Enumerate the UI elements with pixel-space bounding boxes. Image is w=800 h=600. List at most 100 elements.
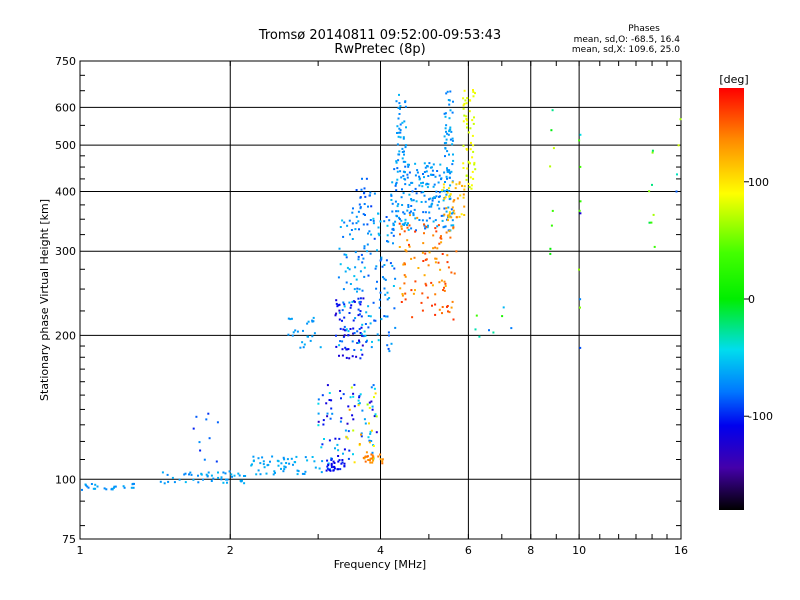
data-point bbox=[437, 261, 440, 264]
data-point bbox=[263, 466, 266, 469]
data-point bbox=[311, 335, 314, 338]
data-point bbox=[375, 265, 378, 268]
data-point bbox=[424, 282, 427, 285]
data-point bbox=[430, 166, 433, 169]
data-point bbox=[442, 183, 445, 186]
data-point bbox=[352, 429, 355, 432]
data-point bbox=[444, 190, 446, 193]
data-point bbox=[342, 452, 344, 455]
data-point bbox=[366, 243, 369, 246]
data-point bbox=[407, 165, 410, 168]
data-point bbox=[329, 417, 332, 420]
data-point bbox=[224, 472, 227, 475]
data-point bbox=[402, 160, 405, 163]
data-point bbox=[339, 340, 342, 343]
data-point bbox=[418, 184, 421, 187]
data-point bbox=[549, 165, 552, 168]
data-point bbox=[372, 301, 375, 304]
data-point bbox=[410, 205, 413, 207]
data-point bbox=[122, 485, 125, 488]
data-point bbox=[452, 318, 455, 321]
data-point bbox=[425, 225, 428, 228]
data-point bbox=[402, 174, 405, 177]
data-point bbox=[397, 107, 400, 109]
data-point bbox=[369, 430, 372, 433]
data-point bbox=[403, 224, 406, 226]
data-point bbox=[338, 309, 341, 312]
data-point bbox=[357, 297, 360, 300]
data-point bbox=[403, 230, 406, 233]
data-point bbox=[355, 278, 358, 281]
data-point bbox=[370, 457, 373, 460]
data-point bbox=[349, 328, 352, 330]
data-point bbox=[418, 178, 421, 181]
data-point bbox=[130, 486, 133, 489]
data-point bbox=[438, 207, 441, 210]
data-point bbox=[393, 307, 396, 310]
data-point bbox=[422, 260, 425, 262]
x-tick-label: 6 bbox=[465, 544, 472, 557]
data-point bbox=[422, 242, 425, 245]
data-point bbox=[381, 460, 384, 463]
data-point bbox=[367, 459, 370, 461]
data-point bbox=[358, 444, 361, 447]
data-point bbox=[409, 214, 411, 217]
data-point bbox=[407, 222, 409, 225]
data-point bbox=[398, 218, 401, 221]
data-point bbox=[326, 465, 329, 468]
data-point bbox=[404, 249, 407, 252]
data-point bbox=[171, 476, 174, 479]
data-point bbox=[363, 330, 366, 333]
data-point bbox=[342, 301, 345, 304]
data-point bbox=[447, 133, 450, 136]
data-point bbox=[372, 219, 375, 222]
y-tick-label: 750 bbox=[55, 55, 76, 68]
data-point bbox=[390, 199, 393, 201]
data-point bbox=[366, 250, 369, 253]
data-point bbox=[391, 210, 394, 213]
data-point bbox=[367, 232, 369, 235]
data-point bbox=[200, 473, 203, 476]
legend-x-stats: mean, sd,X: 109.6, 25.0 bbox=[572, 45, 680, 55]
data-point bbox=[364, 195, 367, 198]
data-point bbox=[113, 486, 115, 489]
data-point bbox=[357, 255, 360, 258]
data-point bbox=[358, 328, 361, 330]
data-point bbox=[448, 195, 451, 198]
data-point bbox=[328, 392, 331, 394]
data-point bbox=[280, 467, 282, 470]
data-point bbox=[207, 412, 210, 415]
data-point bbox=[328, 439, 331, 442]
data-point bbox=[392, 234, 395, 237]
data-point bbox=[225, 478, 227, 481]
data-point bbox=[449, 138, 452, 141]
data-point bbox=[392, 224, 395, 227]
data-point bbox=[203, 458, 206, 461]
data-point bbox=[361, 344, 364, 347]
data-point bbox=[166, 473, 169, 476]
data-point bbox=[386, 291, 389, 294]
data-point bbox=[360, 315, 363, 318]
data-point bbox=[257, 457, 260, 460]
data-point bbox=[364, 214, 366, 216]
data-point bbox=[405, 250, 408, 253]
data-point bbox=[468, 186, 471, 189]
data-point bbox=[474, 328, 477, 331]
data-point bbox=[445, 92, 448, 95]
data-point bbox=[402, 211, 405, 214]
data-point bbox=[398, 93, 400, 96]
data-point bbox=[320, 446, 323, 449]
data-point bbox=[421, 185, 424, 188]
data-point bbox=[352, 392, 355, 395]
data-point bbox=[422, 173, 424, 175]
data-point bbox=[400, 301, 403, 303]
data-point bbox=[371, 454, 374, 457]
data-point bbox=[361, 323, 364, 326]
data-point bbox=[397, 203, 400, 206]
data-point bbox=[424, 227, 427, 230]
data-point bbox=[337, 468, 340, 471]
data-point bbox=[432, 220, 435, 223]
data-point bbox=[440, 178, 442, 181]
data-point bbox=[339, 226, 342, 228]
data-point bbox=[297, 470, 300, 473]
